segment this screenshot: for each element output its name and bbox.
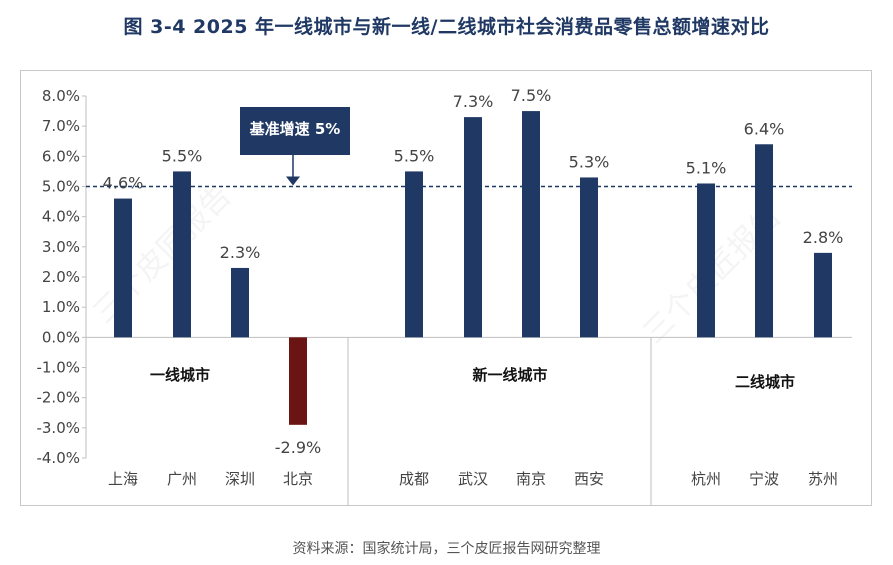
y-tick-label: 3.0% [42,238,80,256]
bar [580,177,598,338]
data-label: 4.6% [103,174,144,193]
data-label: 5.1% [686,158,727,177]
category-label: 深圳 [225,470,255,488]
bar [522,111,540,338]
y-tick-label: 6.0% [42,147,80,165]
y-tick-label: 4.0% [42,208,80,226]
reference-arrow-head [286,176,300,186]
y-tick-label: -4.0% [36,449,80,467]
bar [114,198,132,338]
y-tick-label: -3.0% [36,419,80,437]
data-label: 2.8% [803,228,844,247]
category-label: 成都 [399,470,429,488]
category-label: 宁波 [749,470,779,488]
category-label: 西安 [574,470,604,488]
reference-label: 基准增速 5% [249,120,341,138]
category-label: 苏州 [808,470,838,488]
data-label: 5.5% [162,146,203,165]
category-label: 广州 [167,470,197,488]
source-note: 资料来源：国家统计局，三个皮匠报告网研究整理 [292,541,601,557]
category-label: 杭州 [691,470,721,488]
category-label: 北京 [283,470,313,488]
chart-title: 图 3-4 2025 年一线城市与新一线/二线城市社会消费品零售总额增速对比 [123,16,770,38]
bar [814,252,832,338]
category-label: 上海 [108,470,138,488]
bar [231,267,249,338]
data-label: 6.4% [744,119,785,138]
y-tick-label: 2.0% [42,268,80,286]
y-tick-label: 1.0% [42,298,80,316]
data-label: 5.5% [394,146,435,165]
group-label: 二线城市 [735,373,795,391]
y-tick-label: -1.0% [36,359,80,377]
data-label: -2.9% [275,438,321,457]
chart-frame [20,70,872,506]
bar [464,117,482,338]
bar [755,144,773,338]
data-label: 7.5% [511,86,552,105]
y-tick-label: 7.0% [42,117,80,135]
category-label: 南京 [516,470,546,488]
group-label: 一线城市 [150,366,210,384]
y-tick-label: 8.0% [42,87,80,105]
category-label: 武汉 [458,470,488,488]
group-label: 新一线城市 [472,366,547,384]
y-tick-label: 0.0% [42,328,80,346]
bar [289,337,307,425]
y-tick-label: 5.0% [42,178,80,196]
data-label: 2.3% [220,243,261,262]
bar [405,171,423,338]
bar [173,171,191,338]
bar [697,183,715,338]
reference-callout-box [240,107,350,155]
y-tick-label: -2.0% [36,389,80,407]
data-label: 5.3% [569,152,610,171]
data-label: 7.3% [453,92,494,111]
